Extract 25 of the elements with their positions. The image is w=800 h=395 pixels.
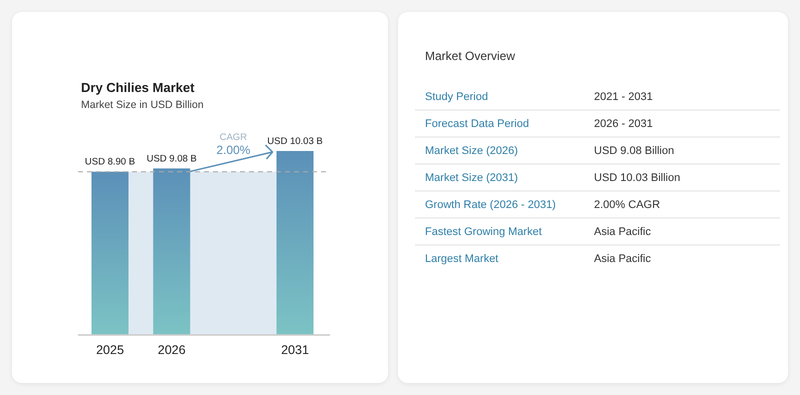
annotation: 2.00%: [216, 143, 251, 157]
x-tick-label: 2026: [158, 343, 186, 357]
x-tick-label: 2031: [281, 343, 309, 357]
text: USD 10.03 Billion: [594, 172, 680, 184]
text: CAGR: [220, 132, 248, 143]
text: Asia Pacific: [594, 226, 652, 238]
text: Market Overview: [425, 49, 516, 63]
category-label: Growth Rate (2026 - 2031): [425, 199, 556, 211]
category-label: Forecast Data Period: [425, 118, 529, 130]
text: 2026 - 2031: [594, 118, 653, 130]
category-label: Market Size (2031): [425, 172, 518, 184]
text: USD 9.08 Billion: [594, 145, 674, 157]
x-tick-label: 2025: [96, 343, 124, 357]
category-label: Market Size (2026): [425, 145, 518, 157]
text: 2021 - 2031: [594, 91, 653, 103]
chart-subtitle: Market Size in USD Billion: [81, 99, 204, 111]
text: Asia Pacific: [594, 253, 652, 265]
category-label: Study Period: [425, 91, 488, 103]
category-label: Largest Market: [425, 253, 498, 265]
data-label: USD 9.08 B: [146, 153, 197, 164]
category-label: Fastest Growing Market: [425, 226, 542, 238]
data-label: USD 8.90 B: [84, 156, 136, 168]
text: 2.00% CAGR: [594, 199, 660, 211]
data-label: USD 10.03 B: [267, 136, 323, 147]
chart-title: Dry Chilies Market: [81, 80, 196, 95]
